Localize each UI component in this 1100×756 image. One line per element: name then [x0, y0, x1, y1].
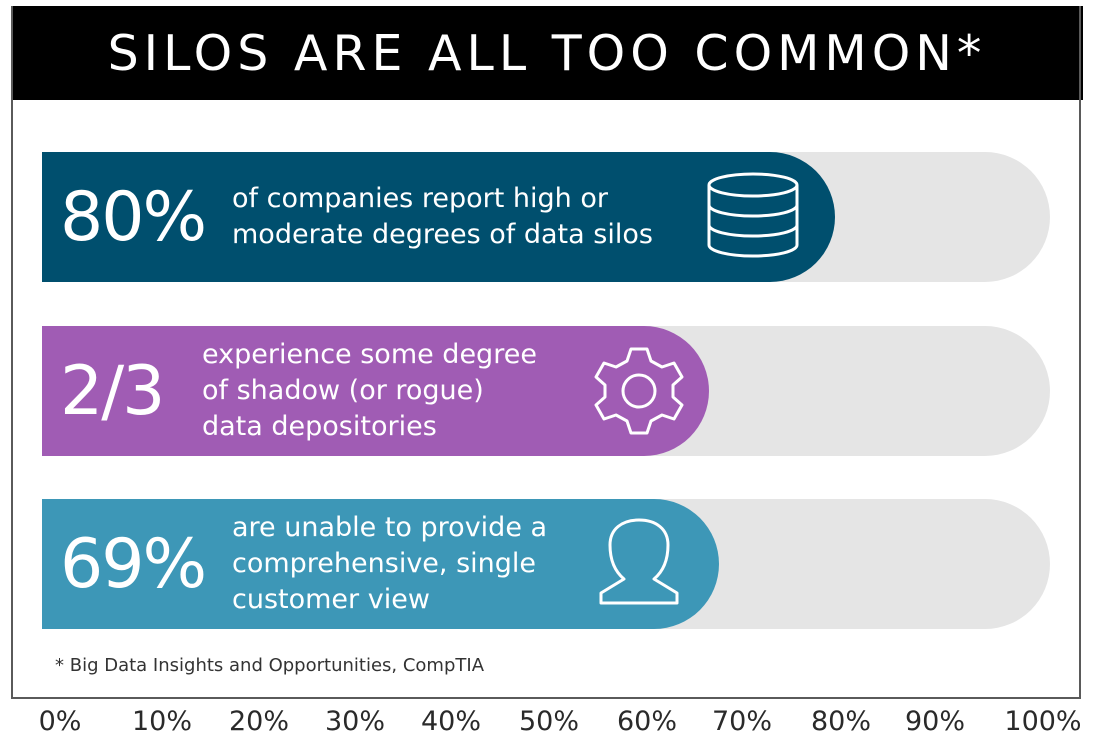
bar-fill-80: [42, 152, 835, 282]
x-tick: 100%: [1004, 706, 1082, 737]
description-line: data depositories: [202, 411, 437, 442]
description-line: experience some degree: [202, 339, 537, 370]
description-line: customer view: [232, 584, 430, 615]
chart-title: SILOS ARE ALL TOO COMMON*: [107, 24, 987, 82]
x-tick: 70%: [711, 706, 773, 737]
bar-fill-69: [42, 499, 719, 629]
x-tick: 10%: [131, 706, 193, 737]
x-tick: 20%: [228, 706, 290, 737]
x-tick: 60%: [616, 706, 678, 737]
x-tick: 30%: [324, 706, 386, 737]
x-axis: 0% 10% 20% 30% 40% 50% 60% 70% 80% 90% 1…: [0, 706, 1100, 746]
description-line: comprehensive, single: [232, 548, 537, 579]
stat-value: 2/3: [60, 351, 165, 431]
stat-description: of companies report high or moderate deg…: [232, 152, 653, 282]
description-line: moderate degrees of data silos: [232, 219, 653, 250]
description-line: are unable to provide a: [232, 512, 548, 543]
chart-frame: [11, 6, 1081, 699]
x-tick: 80%: [810, 706, 872, 737]
stat-value: 69%: [60, 524, 207, 604]
gear-icon: [594, 347, 684, 435]
x-tick: 0%: [38, 706, 82, 737]
stat-description: are unable to provide a comprehensive, s…: [232, 499, 547, 629]
chart-title-banner: SILOS ARE ALL TOO COMMON*: [11, 6, 1083, 100]
description-line: of shadow (or rogue): [202, 375, 484, 406]
bar-row-data-silos: 80% of companies report high or moderate…: [42, 152, 1050, 282]
stat-value: 80%: [60, 177, 207, 257]
x-tick: 90%: [904, 706, 966, 737]
stat-description: experience some degree of shadow (or rog…: [202, 326, 537, 456]
bar-row-customer-view: 69% are unable to provide a comprehensiv…: [42, 499, 1050, 629]
source-footnote: * Big Data Insights and Opportunities, C…: [55, 655, 485, 676]
user-icon: [599, 518, 679, 605]
database-icon: [707, 172, 799, 258]
x-tick: 40%: [420, 706, 482, 737]
bar-fill-two-thirds: [42, 326, 709, 456]
x-tick: 50%: [518, 706, 580, 737]
description-line: of companies report high or: [232, 183, 608, 214]
bar-row-shadow-data: 2/3 experience some degree of shadow (or…: [42, 326, 1050, 456]
